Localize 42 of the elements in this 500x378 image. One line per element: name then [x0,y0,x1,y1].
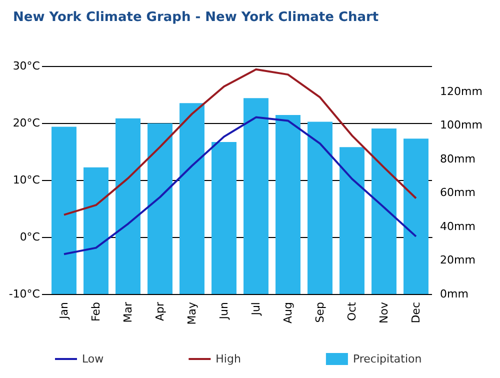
bar [180,103,204,294]
x-tick-label: Feb [90,302,102,322]
legend-label: High [216,352,241,366]
y-tick-label: 20°C [12,116,40,130]
x-tick-label: Jan [58,302,70,320]
x-tick-label: Nov [378,302,390,324]
x-tick-label: Apr [154,302,166,322]
x-tick-label: Mar [122,302,134,323]
y2-tick-label: 20mm [440,254,476,267]
bar [340,147,364,294]
legend-label: Low [82,352,104,366]
x-tick-label: Jun [218,302,230,320]
legend-label: Precipitation [352,352,422,366]
y2-tick-label: 0mm [440,288,468,300]
bar [52,126,76,294]
bar [372,128,396,294]
bar [148,123,172,294]
bar [84,167,108,294]
y2-tick-label: 120mm [440,84,482,98]
x-tick-label: Aug [282,302,294,324]
bar [308,122,332,294]
y2-tick-label: 100mm [440,118,482,132]
bar [212,142,236,294]
line-series [63,116,417,256]
line-series [63,68,417,216]
x-tick-label: May [186,302,198,325]
x-tick-label: Oct [346,301,358,322]
x-tick-label: Dec [410,302,422,324]
chart-title: New York Climate Graph - New York Climate Chart [13,10,379,25]
x-tick-label: Sep [314,302,326,323]
y2-tick-label: 80mm [440,152,476,166]
y-tick-label: 30°C [12,60,40,72]
bar [404,138,428,294]
y-tick-label: -10°C [8,288,40,300]
bar [244,98,268,294]
bar [116,118,140,294]
y-tick-label: 0°C [20,230,40,244]
y-tick-label: 10°C [12,174,40,186]
x-tick-label: Jul [250,302,262,316]
y2-tick-label: 60mm [440,186,476,200]
y2-tick-label: 40mm [440,220,476,233]
bar [276,114,300,294]
